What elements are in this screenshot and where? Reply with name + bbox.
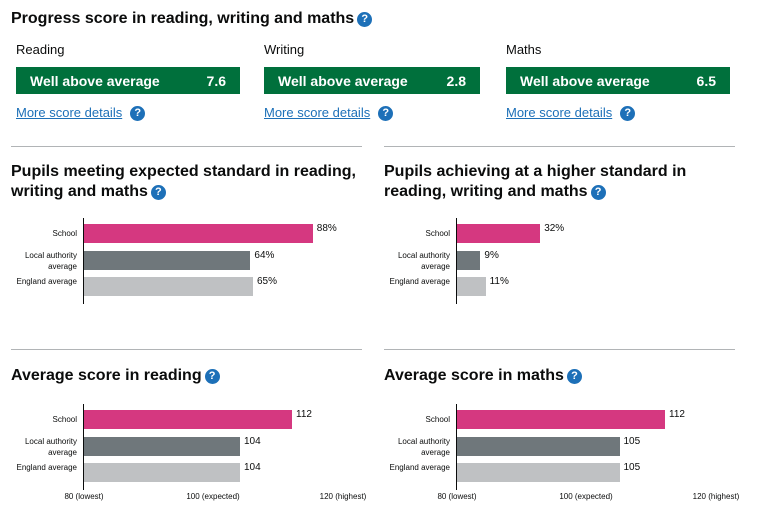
- data-label: 112: [296, 409, 312, 420]
- bar-england: [457, 277, 486, 296]
- category-label-england: England average: [16, 276, 78, 286]
- y-axis: [83, 218, 84, 304]
- data-label: 104: [244, 462, 261, 473]
- bar-chart-higher: School 32% Local authority average 9% Englan…: [373, 218, 757, 308]
- category-label-school: School: [52, 229, 77, 238]
- category-label-local-authority: Local authority average: [397, 436, 450, 457]
- bar-chart-reading: School 112 Local authority average 104 Engla…: [0, 404, 384, 512]
- divider: [384, 349, 735, 350]
- y-axis: [456, 404, 457, 490]
- bar-school: [457, 410, 665, 429]
- chart-title-higher: Pupils achieving at a higher standard in…: [384, 163, 687, 200]
- score-value: 6.5: [696, 72, 716, 89]
- question-icon[interactable]: ?: [204, 369, 220, 384]
- score-band: Well above average: [30, 72, 160, 89]
- tick-label: 80 (lowest): [437, 492, 477, 501]
- category-label-england: England average: [389, 462, 451, 472]
- question-icon[interactable]: ?: [590, 185, 606, 200]
- tick-label: 120 (highest): [319, 492, 367, 501]
- category-label-local-authority: Local authority average: [24, 436, 77, 457]
- category-label-school: School: [425, 415, 450, 424]
- data-label: 105: [623, 462, 641, 473]
- category-label-school: School: [52, 415, 77, 424]
- subject-label-writing: Writing: [264, 42, 305, 57]
- bar-england: [84, 277, 253, 296]
- question-icon[interactable]: ?: [566, 369, 582, 384]
- divider: [11, 146, 362, 147]
- question-icon[interactable]: ?: [378, 106, 394, 121]
- category-label-local-authority: Local authority average: [397, 250, 450, 271]
- more-score-details-link[interactable]: More score details: [16, 105, 123, 120]
- score-value: 7.6: [206, 72, 226, 89]
- question-icon[interactable]: ?: [357, 12, 373, 27]
- chart-title-maths: Average score in maths?: [384, 366, 582, 386]
- score-box-writing: Well above average 2.8: [264, 67, 480, 94]
- divider: [11, 349, 362, 350]
- tick-label: 100 (expected): [186, 492, 240, 501]
- bar-local-authority: [84, 251, 251, 270]
- data-label: 64%: [254, 250, 275, 261]
- bar-local-authority: [457, 251, 481, 270]
- bar-school: [84, 224, 313, 243]
- category-label-school: School: [425, 229, 450, 238]
- data-label: 32%: [544, 223, 565, 234]
- question-icon[interactable]: ?: [150, 185, 166, 200]
- question-icon[interactable]: ?: [130, 106, 146, 121]
- data-label: 88%: [316, 223, 337, 234]
- bar-local-authority: [457, 437, 620, 456]
- chart-title-reading: Average score in reading?: [11, 366, 220, 386]
- score-details-reading: More score details?: [16, 104, 146, 122]
- y-axis: [83, 404, 84, 490]
- category-label-england: England average: [389, 276, 451, 286]
- data-label: 65%: [257, 276, 278, 287]
- data-label: 112: [669, 409, 685, 420]
- more-score-details-link[interactable]: More score details: [264, 105, 371, 120]
- score-value: 2.8: [446, 72, 466, 89]
- chart-title-expected: Pupils meeting expected standard in read…: [11, 163, 356, 200]
- category-label-local-authority: Local authority average: [24, 250, 77, 271]
- subject-label-reading: Reading: [16, 42, 65, 57]
- data-label: 104: [244, 436, 261, 447]
- more-score-details-link[interactable]: More score details: [506, 105, 613, 120]
- bar-chart-maths: School 112 Local authority average 105 Engla…: [373, 404, 757, 512]
- score-details-maths: More score details?: [506, 104, 636, 122]
- data-label: 11%: [489, 276, 509, 287]
- tick-label: 100 (expected): [559, 492, 613, 501]
- data-label: 105: [623, 436, 641, 447]
- tick-label: 120 (highest): [692, 492, 740, 501]
- score-box-reading: Well above average 7.6: [16, 67, 240, 94]
- score-band: Well above average: [278, 72, 408, 89]
- y-axis: [456, 218, 457, 304]
- score-box-maths: Well above average 6.5: [506, 67, 730, 94]
- data-label: 9%: [484, 250, 499, 261]
- bar-england: [457, 463, 620, 482]
- bar-school: [84, 410, 292, 429]
- score-details-writing: More score details?: [264, 104, 394, 122]
- subject-label-maths: Maths: [506, 42, 542, 57]
- bar-local-authority: [84, 437, 240, 456]
- category-label-england: England average: [16, 462, 78, 472]
- progress-title: Progress score in reading, writing and m…: [11, 9, 373, 29]
- score-band: Well above average: [520, 72, 650, 89]
- bar-school: [457, 224, 541, 243]
- bar-england: [84, 463, 240, 482]
- divider: [384, 146, 735, 147]
- tick-label: 80 (lowest): [64, 492, 104, 501]
- question-icon[interactable]: ?: [620, 106, 636, 121]
- bar-chart-expected: School 88% Local authority average 64% Engla…: [0, 218, 384, 308]
